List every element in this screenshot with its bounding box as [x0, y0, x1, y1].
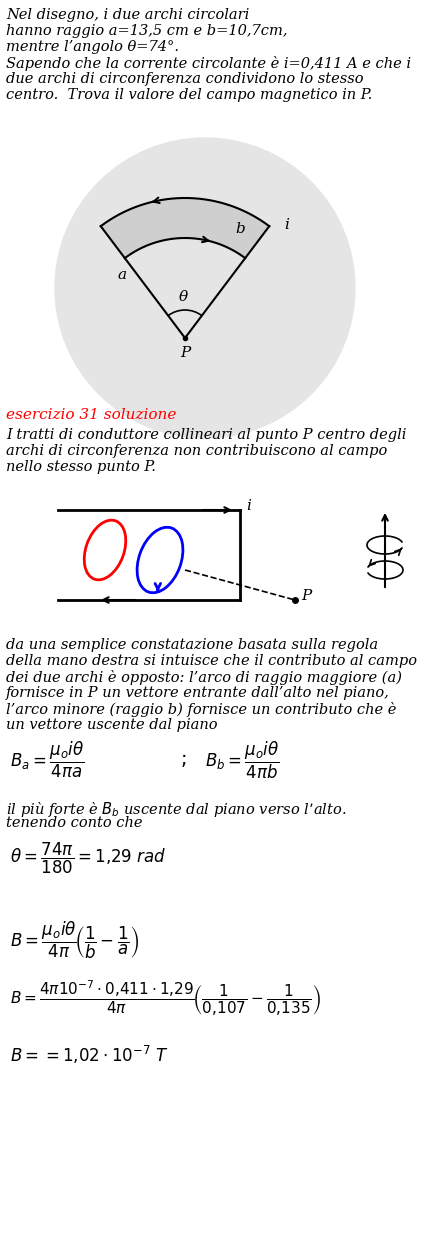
Text: nello stesso punto P.: nello stesso punto P.	[6, 461, 156, 474]
Text: b: b	[235, 222, 245, 236]
Text: fornisce in P un vettore entrante dall’alto nel piano,: fornisce in P un vettore entrante dall’a…	[6, 686, 390, 700]
Text: θ: θ	[178, 290, 187, 304]
Text: $B_a = \dfrac{\mu_o i\theta}{4\pi a}$: $B_a = \dfrac{\mu_o i\theta}{4\pi a}$	[10, 740, 84, 781]
Text: P: P	[180, 346, 190, 360]
Text: $B_b = \dfrac{\mu_o i\theta}{4\pi b}$: $B_b = \dfrac{\mu_o i\theta}{4\pi b}$	[205, 739, 280, 781]
Text: i: i	[284, 218, 289, 232]
Text: un vettore uscente dal piano: un vettore uscente dal piano	[6, 718, 218, 732]
Text: I tratti di conduttore collineari al punto P centro degli: I tratti di conduttore collineari al pun…	[6, 428, 406, 442]
Text: $B == 1{,}02 \cdot 10^{-7} \ T$: $B == 1{,}02 \cdot 10^{-7} \ T$	[10, 1044, 169, 1065]
Circle shape	[55, 138, 355, 438]
Text: due archi di circonferenza condividono lo stesso: due archi di circonferenza condividono l…	[6, 72, 364, 87]
Text: Nel disegno, i due archi circolari: Nel disegno, i due archi circolari	[6, 8, 249, 23]
Text: da una semplice constatazione basata sulla regola: da una semplice constatazione basata sul…	[6, 638, 378, 653]
Text: l’arco minore (raggio b) fornisce un contributo che è: l’arco minore (raggio b) fornisce un con…	[6, 702, 396, 717]
Text: esercizio 31 soluzione: esercizio 31 soluzione	[6, 408, 176, 422]
Text: dei due archi è opposto: l’arco di raggio maggiore (a): dei due archi è opposto: l’arco di raggi…	[6, 670, 402, 685]
Text: $\theta = \dfrac{74\pi}{180} = 1{,}29 \ \mathit{rad}$: $\theta = \dfrac{74\pi}{180} = 1{,}29 \ …	[10, 841, 166, 876]
Text: $B = \dfrac{4\pi 10^{-7} \cdot 0{,}411 \cdot 1{,}29}{4\pi}\!\left(\dfrac{1}{0{,}: $B = \dfrac{4\pi 10^{-7} \cdot 0{,}411 \…	[10, 978, 321, 1018]
Text: archi di circonferenza non contribuiscono al campo: archi di circonferenza non contribuiscon…	[6, 444, 387, 458]
Text: centro.  Trova il valore del campo magnetico in P.: centro. Trova il valore del campo magnet…	[6, 88, 372, 102]
Text: hanno raggio a=13,5 cm e b=10,7cm,: hanno raggio a=13,5 cm e b=10,7cm,	[6, 24, 288, 38]
Text: P: P	[301, 589, 311, 602]
Text: il più forte è $B_b$ uscente dal piano verso l’alto.: il più forte è $B_b$ uscente dal piano v…	[6, 799, 346, 820]
Polygon shape	[101, 198, 269, 259]
Text: della mano destra si intuisce che il contributo al campo: della mano destra si intuisce che il con…	[6, 654, 417, 668]
Text: tenendo conto che: tenendo conto che	[6, 816, 143, 830]
Text: $B = \dfrac{\mu_o i\theta}{4\pi}\!\left(\dfrac{1}{b}-\dfrac{1}{a}\right)$: $B = \dfrac{\mu_o i\theta}{4\pi}\!\left(…	[10, 920, 140, 960]
Text: a: a	[117, 267, 127, 281]
Text: mentre l’angolo θ=74°.: mentre l’angolo θ=74°.	[6, 40, 179, 54]
Text: i: i	[246, 499, 251, 513]
Text: Sapendo che la corrente circolante è i=0,411 A e che i: Sapendo che la corrente circolante è i=0…	[6, 56, 411, 72]
Text: $;$: $;$	[180, 750, 186, 769]
